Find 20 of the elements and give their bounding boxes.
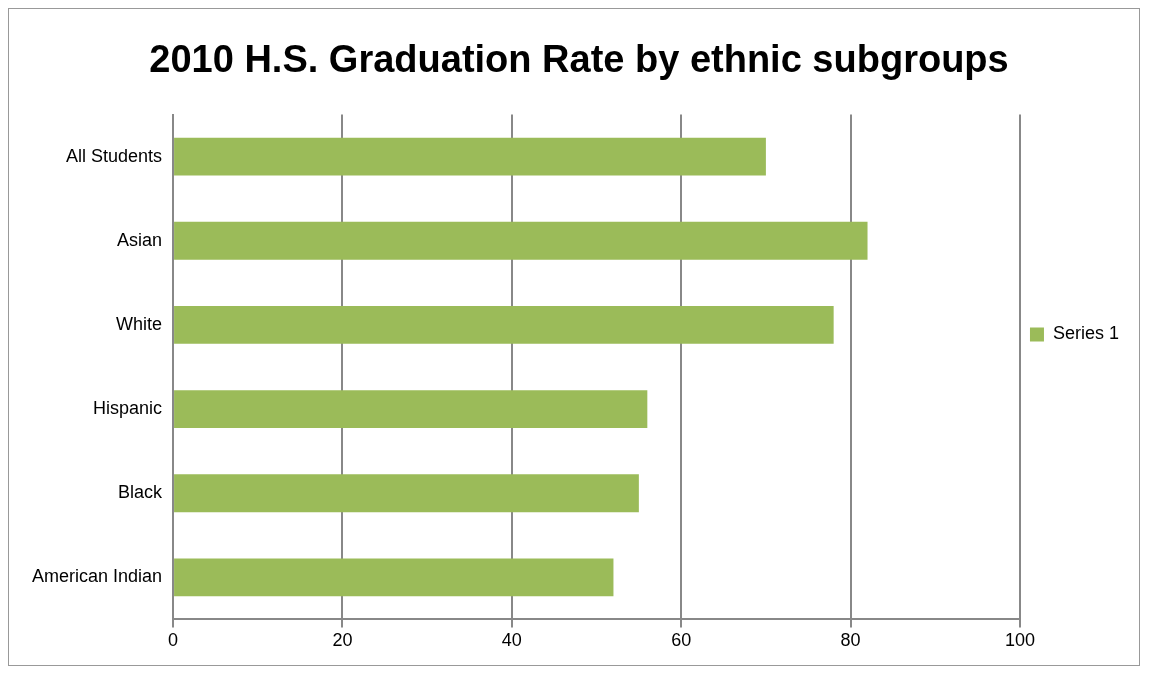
bar: [174, 221, 868, 260]
y-tick-label: Black: [118, 482, 164, 503]
bar: [174, 137, 766, 176]
y-tick-label: Asian: [117, 229, 163, 250]
chart-title: 2010 H.S. Graduation Rate by ethnic subgroups: [149, 38, 1009, 81]
y-tick-label: American Indian: [31, 566, 163, 587]
x-tick-label: 80: [840, 630, 861, 651]
bar: [174, 390, 648, 428]
y-tick-label: White: [116, 313, 163, 334]
y-tick-label: All Students: [66, 145, 163, 166]
legend-label: Series 1: [1052, 323, 1120, 344]
x-tick-label: 20: [332, 630, 353, 651]
x-tick-label: 0: [168, 630, 179, 651]
bar: [174, 474, 639, 513]
x-tick-label: 100: [1004, 630, 1035, 651]
y-tick-label: Hispanic: [93, 398, 163, 419]
bar: [174, 306, 834, 344]
x-tick-label: 60: [671, 630, 692, 651]
bar: [174, 558, 614, 597]
x-tick-label: 40: [501, 630, 522, 651]
